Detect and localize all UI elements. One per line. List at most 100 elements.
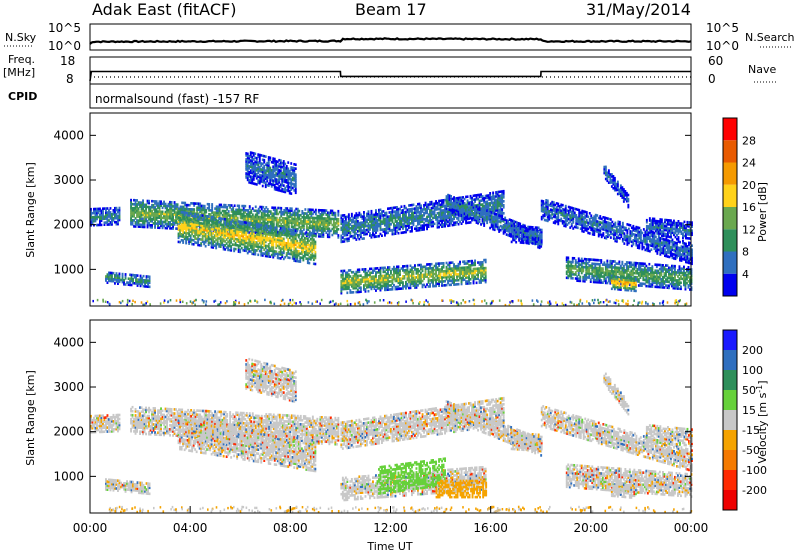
nave-label: Nave [748, 63, 776, 76]
echo-cell [314, 241, 316, 244]
echo-cell [337, 234, 339, 237]
echo-cell [467, 195, 469, 198]
echo-cell [401, 205, 403, 208]
echo-cell [443, 262, 445, 265]
echo-cell [371, 210, 373, 213]
echo-cell [226, 218, 228, 221]
echo-cell [363, 237, 365, 240]
echo-cell [119, 207, 121, 210]
cpid-panel: CPID normalsound (fast) -157 RF [8, 84, 691, 108]
echo-cell [260, 224, 262, 227]
echo-cell [305, 231, 307, 234]
echo-cell [296, 230, 298, 233]
freq-tick-bottom: 8 [66, 72, 74, 86]
echo-cell [149, 286, 151, 289]
echo-cell [360, 286, 362, 289]
echo-cell [334, 212, 336, 215]
echo-cell [298, 210, 300, 213]
echo-cell [337, 218, 339, 221]
echo-cell [110, 207, 112, 210]
echo-cell [178, 210, 180, 213]
echo-cell [299, 230, 301, 233]
echo-cell [358, 268, 360, 271]
echo-cell [381, 234, 383, 237]
echo-cell [434, 223, 436, 226]
echo-cell [411, 226, 413, 229]
echo-cell [420, 204, 422, 207]
echo-cell [208, 203, 210, 206]
frequency-panel: Freq. [MHz] 18 8 60 0 Nave [3, 53, 778, 86]
echo-cell [470, 282, 472, 285]
echo-cell [253, 225, 255, 228]
echo-cell [348, 213, 350, 216]
echo-cell [269, 157, 271, 160]
echo-cell [251, 222, 253, 225]
echo-cell [148, 200, 150, 203]
echo-cell [262, 185, 264, 188]
echo-cell [255, 206, 257, 209]
echo-cell [142, 199, 144, 202]
nave-tick-top: 60 [708, 54, 723, 68]
echo-cell [337, 210, 339, 213]
echo-cell [314, 263, 316, 266]
power-echo-cells [90, 151, 693, 306]
echo-cell [386, 212, 388, 215]
power-panel: 1000200030004000 Slant Range [km] 282420… [24, 113, 769, 306]
beam-title: Beam 17 [355, 0, 427, 19]
echo-cell [137, 274, 139, 277]
echo-cell [337, 228, 339, 231]
echo-cell [237, 217, 239, 220]
echo-cell [122, 273, 124, 276]
station-title: Adak East (fitACF) [92, 0, 236, 19]
echo-cell [235, 248, 237, 251]
echo-cell [125, 273, 127, 276]
echo-cell [485, 259, 487, 262]
echo-cell [247, 153, 249, 156]
echo-cell [298, 250, 300, 253]
echo-cell [474, 260, 476, 263]
echo-cell [398, 232, 400, 235]
echo-cell [234, 204, 236, 207]
echo-cell [290, 162, 292, 165]
freq-left-unit: [MHz] [3, 66, 35, 79]
echo-cell [275, 226, 277, 229]
echo-cell [171, 201, 173, 204]
echo-cell [458, 223, 460, 226]
echo-cell [407, 229, 409, 232]
echo-cell [215, 219, 217, 222]
echo-cell [368, 210, 370, 213]
noise-left-tick-top: 10^5 [48, 21, 81, 35]
echo-cell [365, 268, 367, 271]
echo-cell [208, 215, 210, 218]
echo-cell [244, 205, 246, 208]
echo-cell [184, 221, 186, 224]
echo-cell [389, 266, 391, 269]
echo-cell [257, 254, 259, 257]
echo-cell [295, 167, 297, 170]
echo-cell [177, 203, 179, 206]
echo-cell [254, 153, 256, 156]
freq-left-label: Freq. [8, 53, 35, 66]
echo-cell [286, 228, 288, 231]
echo-cell [119, 273, 121, 276]
echo-cell [193, 208, 195, 211]
echo-cell [274, 158, 276, 161]
echo-cell [375, 209, 377, 212]
freq-tick-top: 18 [60, 54, 75, 68]
echo-cell [208, 219, 210, 222]
cpid-value: normalsound (fast) -157 RF [95, 92, 259, 106]
echo-cell [470, 221, 472, 224]
echo-cell [228, 210, 230, 213]
cpid-label: CPID [8, 90, 37, 103]
echo-cell [286, 165, 288, 168]
echo-cell [287, 161, 289, 164]
echo-cell [149, 276, 151, 279]
echo-cell [295, 173, 297, 176]
echo-cell [402, 281, 404, 284]
date-title: 31/May/2014 [586, 0, 691, 19]
echo-cell [224, 226, 226, 229]
echo-cell [253, 233, 255, 236]
echo-cell [280, 207, 282, 210]
frequency-panel-frame [90, 57, 691, 84]
